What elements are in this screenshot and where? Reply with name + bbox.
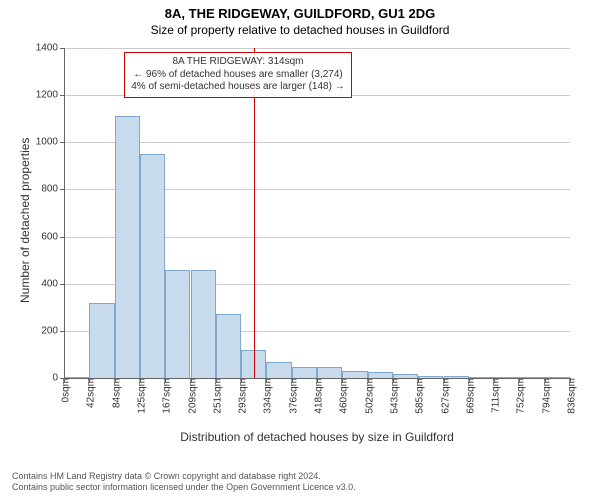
x-tick-label: 836sqm: [563, 378, 578, 414]
x-tick-label: 125sqm: [132, 378, 147, 414]
histogram-bar: [342, 371, 367, 378]
x-axis-line: [64, 378, 570, 379]
reference-info-line: ← 96% of detached houses are smaller (3,…: [131, 69, 344, 82]
attribution-text: Contains HM Land Registry data © Crown c…: [12, 471, 356, 494]
plot-area: 02004006008001000120014000sqm42sqm84sqm1…: [64, 48, 570, 378]
x-tick-label: 669sqm: [461, 378, 476, 414]
histogram-bar: [115, 116, 140, 378]
x-tick-label: 334sqm: [259, 378, 274, 414]
x-tick-label: 711sqm: [487, 378, 502, 413]
x-tick-label: 460sqm: [335, 378, 350, 414]
chart-title-sub: Size of property relative to detached ho…: [0, 21, 600, 37]
x-tick-label: 627sqm: [436, 378, 451, 414]
x-tick-label: 585sqm: [411, 378, 426, 414]
x-tick-label: 293sqm: [234, 378, 249, 414]
gridline: [64, 48, 570, 49]
reference-info-line: 8A THE RIDGEWAY: 314sqm: [131, 56, 344, 69]
histogram-bar: [140, 154, 165, 378]
y-axis-line: [64, 48, 65, 378]
x-tick-label: 752sqm: [512, 378, 527, 414]
x-tick-label: 251sqm: [208, 378, 223, 414]
x-tick-mark: [570, 378, 571, 382]
gridline: [64, 142, 570, 143]
x-axis-label: Distribution of detached houses by size …: [167, 430, 467, 444]
y-axis-label: Number of detached properties: [18, 138, 32, 303]
reference-info-box: 8A THE RIDGEWAY: 314sqm← 96% of detached…: [124, 52, 351, 98]
x-tick-label: 84sqm: [107, 378, 122, 408]
reference-info-line: 4% of semi-detached houses are larger (1…: [131, 81, 344, 94]
histogram-bar: [165, 270, 190, 378]
histogram-bar: [317, 367, 342, 378]
histogram-bar: [266, 362, 291, 379]
x-tick-label: 543sqm: [385, 378, 400, 414]
chart-container: 8A, THE RIDGEWAY, GUILDFORD, GU1 2DG Siz…: [0, 0, 600, 500]
attribution-line-1: Contains HM Land Registry data © Crown c…: [12, 471, 356, 483]
chart-title-main: 8A, THE RIDGEWAY, GUILDFORD, GU1 2DG: [0, 0, 600, 21]
x-tick-label: 376sqm: [284, 378, 299, 414]
attribution-line-2: Contains public sector information licen…: [12, 482, 356, 494]
histogram-bar: [89, 303, 114, 378]
histogram-bar: [216, 314, 241, 378]
x-tick-label: 794sqm: [537, 378, 552, 414]
x-tick-label: 167sqm: [158, 378, 173, 414]
x-tick-label: 418sqm: [310, 378, 325, 414]
reference-line: [254, 48, 255, 378]
x-tick-label: 502sqm: [360, 378, 375, 414]
x-tick-label: 42sqm: [82, 378, 97, 408]
histogram-bar: [191, 270, 216, 378]
x-tick-label: 209sqm: [183, 378, 198, 414]
histogram-bar: [292, 367, 317, 378]
